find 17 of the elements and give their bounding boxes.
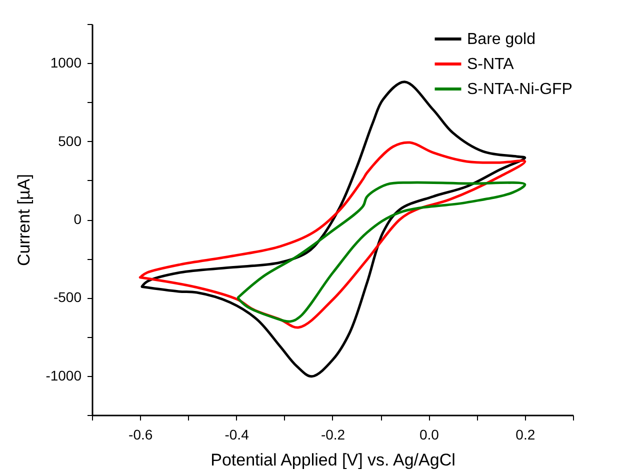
y-tick-label: 1000	[50, 54, 82, 71]
x-tick-label: -0.6	[128, 426, 153, 442]
legend-label: S-NTA-Ni-GFP	[467, 81, 572, 98]
y-tick-label: 0	[74, 211, 82, 227]
x-axis-title: Potential Applied [V] vs. Ag/AgCl	[210, 450, 456, 470]
x-tick-label: 0.0	[419, 426, 440, 442]
y-tick-label: 500	[58, 132, 82, 149]
line-series	[138, 141, 526, 329]
y-tick-label: -500	[53, 289, 82, 306]
y-axis-title: Current [µA]	[14, 174, 34, 266]
x-tick-label: -0.4	[224, 426, 250, 442]
x-tick-label: -0.2	[320, 426, 346, 442]
legend-label: S-NTA	[467, 56, 514, 73]
y-tick-label: -1000	[46, 367, 82, 384]
x-tick-label: 0.2	[516, 426, 536, 442]
line-series	[236, 181, 526, 323]
legend-label: Bare gold	[467, 31, 536, 48]
